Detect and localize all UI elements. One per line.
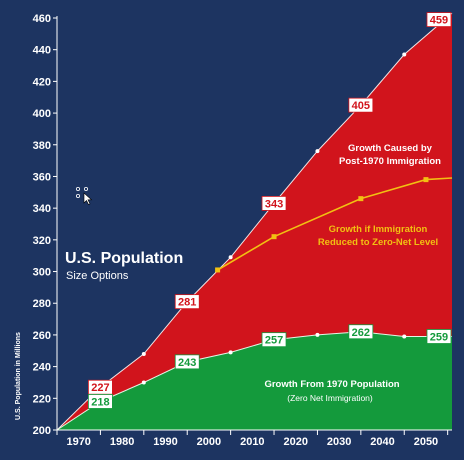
data-label-box [261, 195, 287, 211]
data-label-text: 243 [178, 357, 196, 369]
data-label: 405 [348, 97, 374, 113]
data-label: 227 [88, 379, 113, 395]
point-base [315, 332, 320, 337]
annotation-base-line2: (Zero Net Immigration) [287, 393, 373, 403]
x-tick-label: 2010 [240, 436, 264, 448]
data-label: 459 [426, 12, 452, 27]
cursor-icon [76, 187, 93, 205]
data-label-box [348, 97, 374, 113]
data-label-box [174, 294, 200, 310]
point-zero-net [215, 267, 221, 273]
data-label-text: 257 [265, 335, 283, 347]
y-tick-label: 440 [33, 45, 51, 57]
annotation-immigration-line2: Post-1970 Immigration [339, 156, 441, 167]
axes-layer: 200 220 240 260 280 300 320 340 360 380 400 420 440 4… [33, 13, 452, 448]
point-immigration [141, 351, 146, 356]
y-tick-label: 260 [33, 330, 51, 342]
data-label: 218 [88, 394, 113, 409]
data-label-box [261, 332, 287, 348]
y-tick-label: 220 [33, 393, 51, 405]
data-label-text: 218 [91, 396, 109, 408]
chart-title: U.S. Population [65, 250, 183, 267]
line-base [56, 331, 452, 431]
data-label-layer: 227 281 343 405 459 218 243 257 262 259 [88, 12, 452, 409]
y-tick-label: 360 [33, 171, 51, 183]
point-base [402, 334, 407, 339]
y-axis-label: U.S. Population in Millions [15, 332, 22, 420]
data-label: 281 [174, 294, 200, 310]
x-tick-label: 2050 [414, 436, 438, 448]
data-label-text: 459 [430, 15, 448, 27]
data-label: 259 [426, 329, 452, 344]
x-tick-label: 2040 [370, 436, 394, 448]
y-tick-label: 320 [33, 235, 51, 247]
x-tick-label: 2030 [327, 436, 351, 448]
y-tick-label: 240 [33, 362, 51, 374]
annotation-zero-net-line2: Reduced to Zero-Net Level [318, 237, 438, 248]
data-label-text: 343 [265, 198, 283, 210]
y-tick-label: 400 [33, 108, 51, 120]
annotation-zero-net-line1: Growth if Immigration [329, 224, 428, 235]
data-label: 262 [348, 324, 374, 340]
area-layer [57, 13, 452, 430]
point-zero-net [271, 234, 277, 240]
point-immigration [228, 255, 233, 260]
data-label-box [174, 354, 200, 370]
data-label: 343 [261, 195, 287, 211]
x-tick-label: 1980 [110, 436, 134, 448]
data-label-text: 227 [91, 382, 109, 394]
line-immigration [56, 12, 453, 431]
data-label: 257 [261, 332, 287, 348]
chart-subtitle: Size Options [66, 270, 129, 282]
data-label-text: 405 [352, 100, 370, 112]
y-tick-label: 300 [33, 267, 51, 279]
data-label-text: 259 [430, 332, 448, 344]
data-label: 243 [174, 354, 200, 370]
x-tick-label: 1990 [153, 436, 177, 448]
x-tick-label: 2000 [197, 436, 221, 448]
y-tick-label: 460 [33, 13, 51, 25]
point-base [141, 380, 146, 385]
y-tick-label: 380 [33, 140, 51, 152]
data-label-box [426, 12, 452, 27]
data-label-box [88, 394, 113, 409]
area-base [57, 331, 452, 430]
y-tick-label: 200 [33, 425, 51, 437]
point-zero-net [423, 177, 429, 183]
x-tick-label: 1970 [66, 436, 90, 448]
y-tick-label: 280 [33, 298, 51, 310]
data-label-text: 281 [178, 297, 196, 309]
point-base [228, 350, 233, 355]
y-tick-label: 340 [33, 203, 51, 215]
data-label-box [348, 324, 374, 340]
point-zero-net [358, 196, 364, 202]
data-label-text: 262 [352, 327, 370, 339]
y-tick-label: 420 [33, 76, 51, 88]
annotation-base-line1: Growth From 1970 Population [264, 379, 399, 390]
data-label-box [426, 329, 452, 344]
x-tick-label: 2020 [283, 436, 307, 448]
point-immigration [315, 149, 320, 154]
point-immigration [402, 52, 407, 57]
annotation-immigration-line1: Growth Caused by [348, 143, 433, 154]
